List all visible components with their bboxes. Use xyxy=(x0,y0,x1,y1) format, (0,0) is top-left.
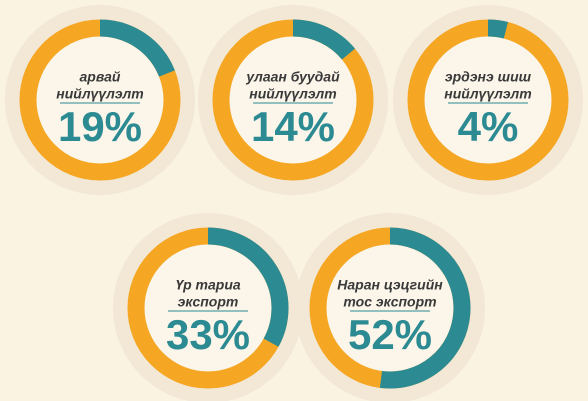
donut-segment xyxy=(207,227,289,347)
donut-label: нийлүүлэлт xyxy=(444,86,531,102)
inner xyxy=(416,28,560,172)
donut-label: улаан буудай xyxy=(245,69,340,85)
inner xyxy=(28,28,172,172)
inner xyxy=(318,236,462,380)
donut-label: экспорт xyxy=(178,294,239,310)
donut-label: нийлүүлэлт xyxy=(249,86,336,102)
inner xyxy=(136,236,280,380)
inner xyxy=(221,28,365,172)
donut-segment xyxy=(99,19,175,77)
donut-label: нийлүүлэлт xyxy=(56,86,143,102)
donut-segment xyxy=(379,227,471,389)
donut-segment xyxy=(292,19,356,60)
value-label: 19% xyxy=(58,103,142,150)
value-label: 33% xyxy=(166,311,250,358)
donut-label: эрдэнэ шиш xyxy=(445,69,532,85)
value-label: 4% xyxy=(458,103,519,150)
value-label: 14% xyxy=(251,103,335,150)
donut-label: тос экспорт xyxy=(343,294,436,310)
donut-segment xyxy=(487,19,509,39)
donut-label: Наран цэцгийн xyxy=(337,277,443,293)
value-label: 52% xyxy=(348,311,432,358)
donut-label: арвай xyxy=(80,69,121,85)
donut-label: Үр тариа xyxy=(175,277,241,293)
